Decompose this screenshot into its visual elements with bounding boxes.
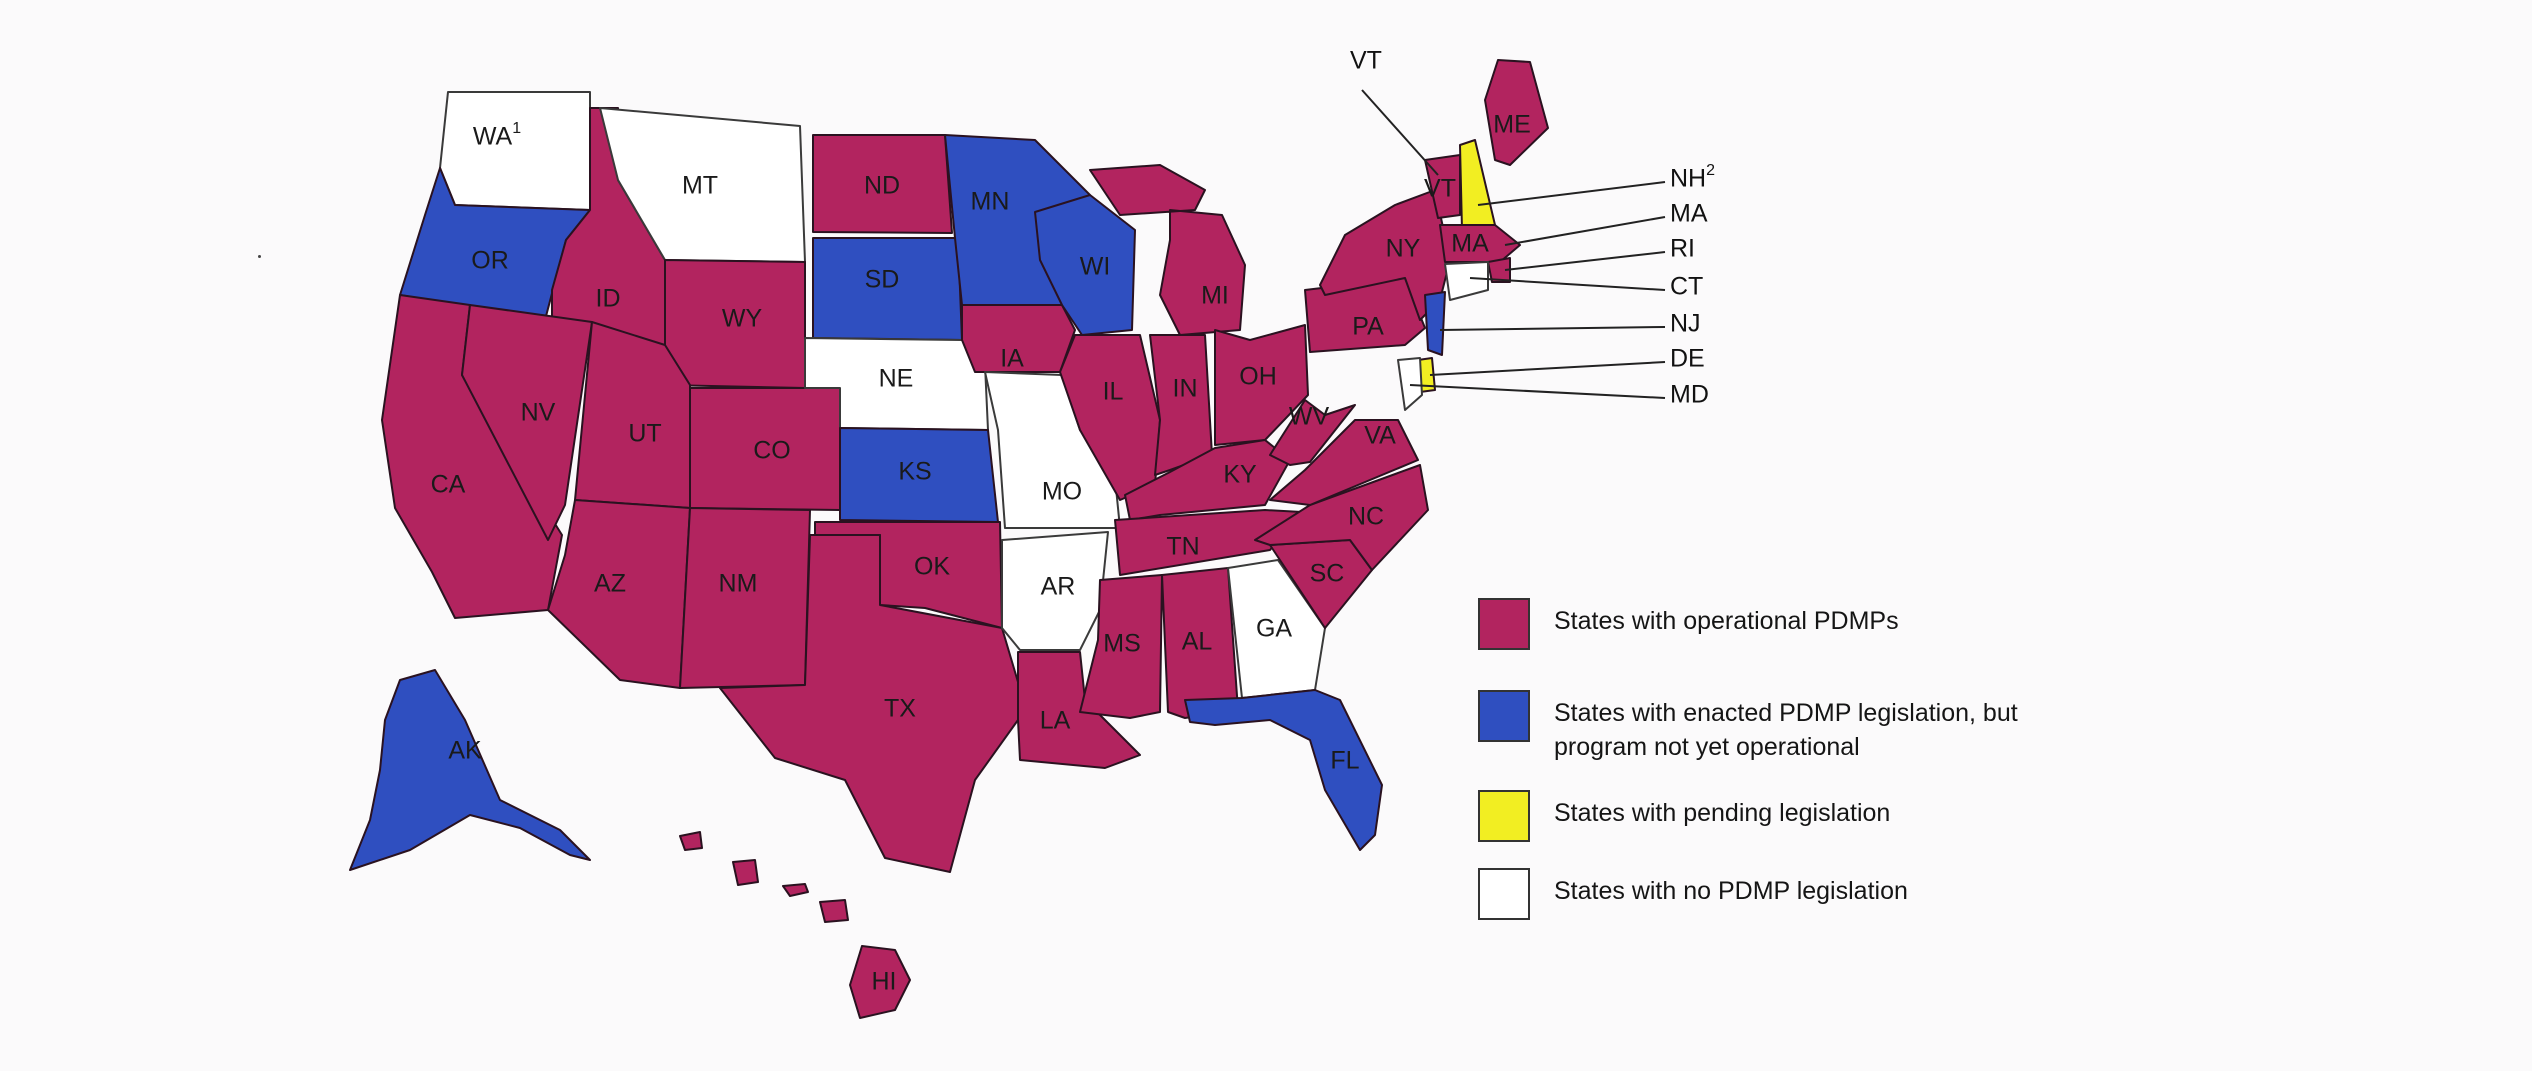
callout-line-md bbox=[1409, 384, 1666, 399]
state-wa bbox=[439, 91, 591, 211]
state-label-ks: KS bbox=[898, 458, 931, 486]
legend-label-enacted: States with enacted PDMP legislation, bu… bbox=[1554, 699, 2018, 761]
state-label-nm: NM bbox=[719, 570, 758, 598]
state-nm bbox=[679, 507, 811, 689]
state-nv bbox=[461, 304, 593, 541]
state-ny bbox=[1319, 189, 1451, 321]
state-tx bbox=[719, 534, 1019, 873]
callout-line-nj bbox=[1439, 326, 1666, 331]
legend-swatch-none bbox=[1478, 868, 1530, 920]
state-label-wa: WA1 bbox=[473, 120, 521, 150]
legend-swatch-pending bbox=[1478, 790, 1530, 842]
callout-label-vt: VT bbox=[1350, 47, 1382, 75]
callout-line-ct bbox=[1469, 277, 1666, 291]
state-label-al: AL bbox=[1182, 628, 1213, 656]
state-label-wy: WY bbox=[722, 305, 763, 333]
state-label-ms: MS bbox=[1103, 630, 1141, 658]
state-label-oh: OH bbox=[1239, 363, 1277, 391]
state-label-nc: NC bbox=[1348, 503, 1384, 531]
state-nd bbox=[812, 134, 953, 234]
state-label-wv: WV bbox=[1289, 403, 1330, 431]
state-label-me: ME bbox=[1493, 111, 1531, 139]
callout-line-vt bbox=[1361, 89, 1439, 176]
state-label-ca: CA bbox=[431, 471, 466, 499]
legend-item-operational: States with operational PDMPs bbox=[1478, 598, 1899, 650]
state-label-in: IN bbox=[1173, 375, 1198, 403]
legend-swatch-enacted bbox=[1478, 690, 1530, 742]
callout-label-ma: MA bbox=[1670, 200, 1708, 228]
state-label-mn: MN bbox=[971, 188, 1010, 216]
state-mi bbox=[1089, 164, 1246, 336]
state-label-ky: KY bbox=[1223, 461, 1257, 489]
legend-item-enacted: States with enacted PDMP legislation, bu… bbox=[1478, 690, 2114, 764]
state-nh bbox=[1459, 139, 1496, 231]
state-label-nd: ND bbox=[864, 172, 900, 200]
state-fl bbox=[1184, 689, 1383, 851]
state-label-az: AZ bbox=[594, 570, 626, 598]
state-ga bbox=[1227, 559, 1326, 699]
state-label-pa: PA bbox=[1352, 313, 1384, 341]
state-in bbox=[1149, 334, 1213, 476]
callout-label-md: MD bbox=[1670, 381, 1709, 409]
state-ak bbox=[349, 669, 591, 871]
state-md bbox=[1397, 357, 1423, 411]
state-ct bbox=[1444, 261, 1489, 301]
state-label-id: ID bbox=[596, 285, 621, 313]
state-label-ga: GA bbox=[1256, 615, 1292, 643]
callout-label-ct: CT bbox=[1670, 273, 1703, 301]
state-label-ut: UT bbox=[628, 420, 661, 448]
legend-label-none: States with no PDMP legislation bbox=[1554, 877, 1908, 905]
state-label-mt: MT bbox=[682, 172, 718, 200]
state-nj bbox=[1424, 291, 1446, 356]
state-label-va: VA bbox=[1364, 422, 1396, 450]
callout-label-de: DE bbox=[1670, 345, 1705, 373]
callout-label-ri: RI bbox=[1670, 235, 1695, 263]
callout-label-nh: NH2 bbox=[1670, 162, 1715, 192]
state-hi bbox=[679, 831, 911, 1019]
legend-item-none: States with no PDMP legislation bbox=[1478, 868, 1908, 920]
legend-item-pending: States with pending legislation bbox=[1478, 790, 1890, 842]
state-la bbox=[1017, 651, 1141, 769]
state-label-ne: NE bbox=[879, 365, 914, 393]
legend-label-pending: States with pending legislation bbox=[1554, 799, 1891, 827]
state-label-or: OR bbox=[471, 247, 509, 275]
legend-swatch-operational bbox=[1478, 598, 1530, 650]
state-label-fl: FL bbox=[1330, 747, 1359, 775]
state-ri bbox=[1487, 257, 1511, 283]
scan-speck bbox=[258, 255, 261, 258]
state-label-wi: WI bbox=[1080, 253, 1111, 281]
state-label-il: IL bbox=[1103, 378, 1124, 406]
legend-label-operational: States with operational PDMPs bbox=[1554, 607, 1899, 635]
state-label-co: CO bbox=[753, 437, 791, 465]
callout-line-ma bbox=[1504, 216, 1666, 246]
state-label-ma: MA bbox=[1451, 230, 1489, 258]
state-label-sc: SC bbox=[1310, 560, 1345, 588]
state-va bbox=[1269, 419, 1419, 506]
callout-label-nj: NJ bbox=[1670, 310, 1701, 338]
state-ar bbox=[1001, 531, 1109, 651]
state-label-ak: AK bbox=[448, 737, 482, 765]
state-ma bbox=[1439, 224, 1521, 263]
state-label-ia: IA bbox=[1000, 345, 1024, 373]
state-wi bbox=[1034, 194, 1136, 336]
state-label-tn: TN bbox=[1166, 533, 1199, 561]
state-me bbox=[1484, 59, 1549, 166]
state-wv bbox=[1269, 399, 1356, 466]
state-label-ar: AR bbox=[1041, 573, 1076, 601]
state-label-ok: OK bbox=[914, 553, 950, 581]
callout-line-ri bbox=[1504, 251, 1666, 271]
callout-line-de bbox=[1429, 361, 1666, 376]
state-label-tx: TX bbox=[884, 695, 916, 723]
callout-line-nh bbox=[1477, 181, 1666, 206]
state-label-mi: MI bbox=[1201, 282, 1229, 310]
state-label-nv: NV bbox=[521, 399, 556, 427]
state-label-sd: SD bbox=[865, 266, 900, 294]
state-label-ny: NY bbox=[1386, 235, 1421, 263]
state-oh bbox=[1214, 324, 1309, 446]
state-label-la: LA bbox=[1040, 707, 1071, 735]
state-label-hi: HI bbox=[872, 968, 897, 996]
state-label-mo: MO bbox=[1042, 478, 1082, 506]
state-label-vt: VT bbox=[1424, 175, 1456, 203]
